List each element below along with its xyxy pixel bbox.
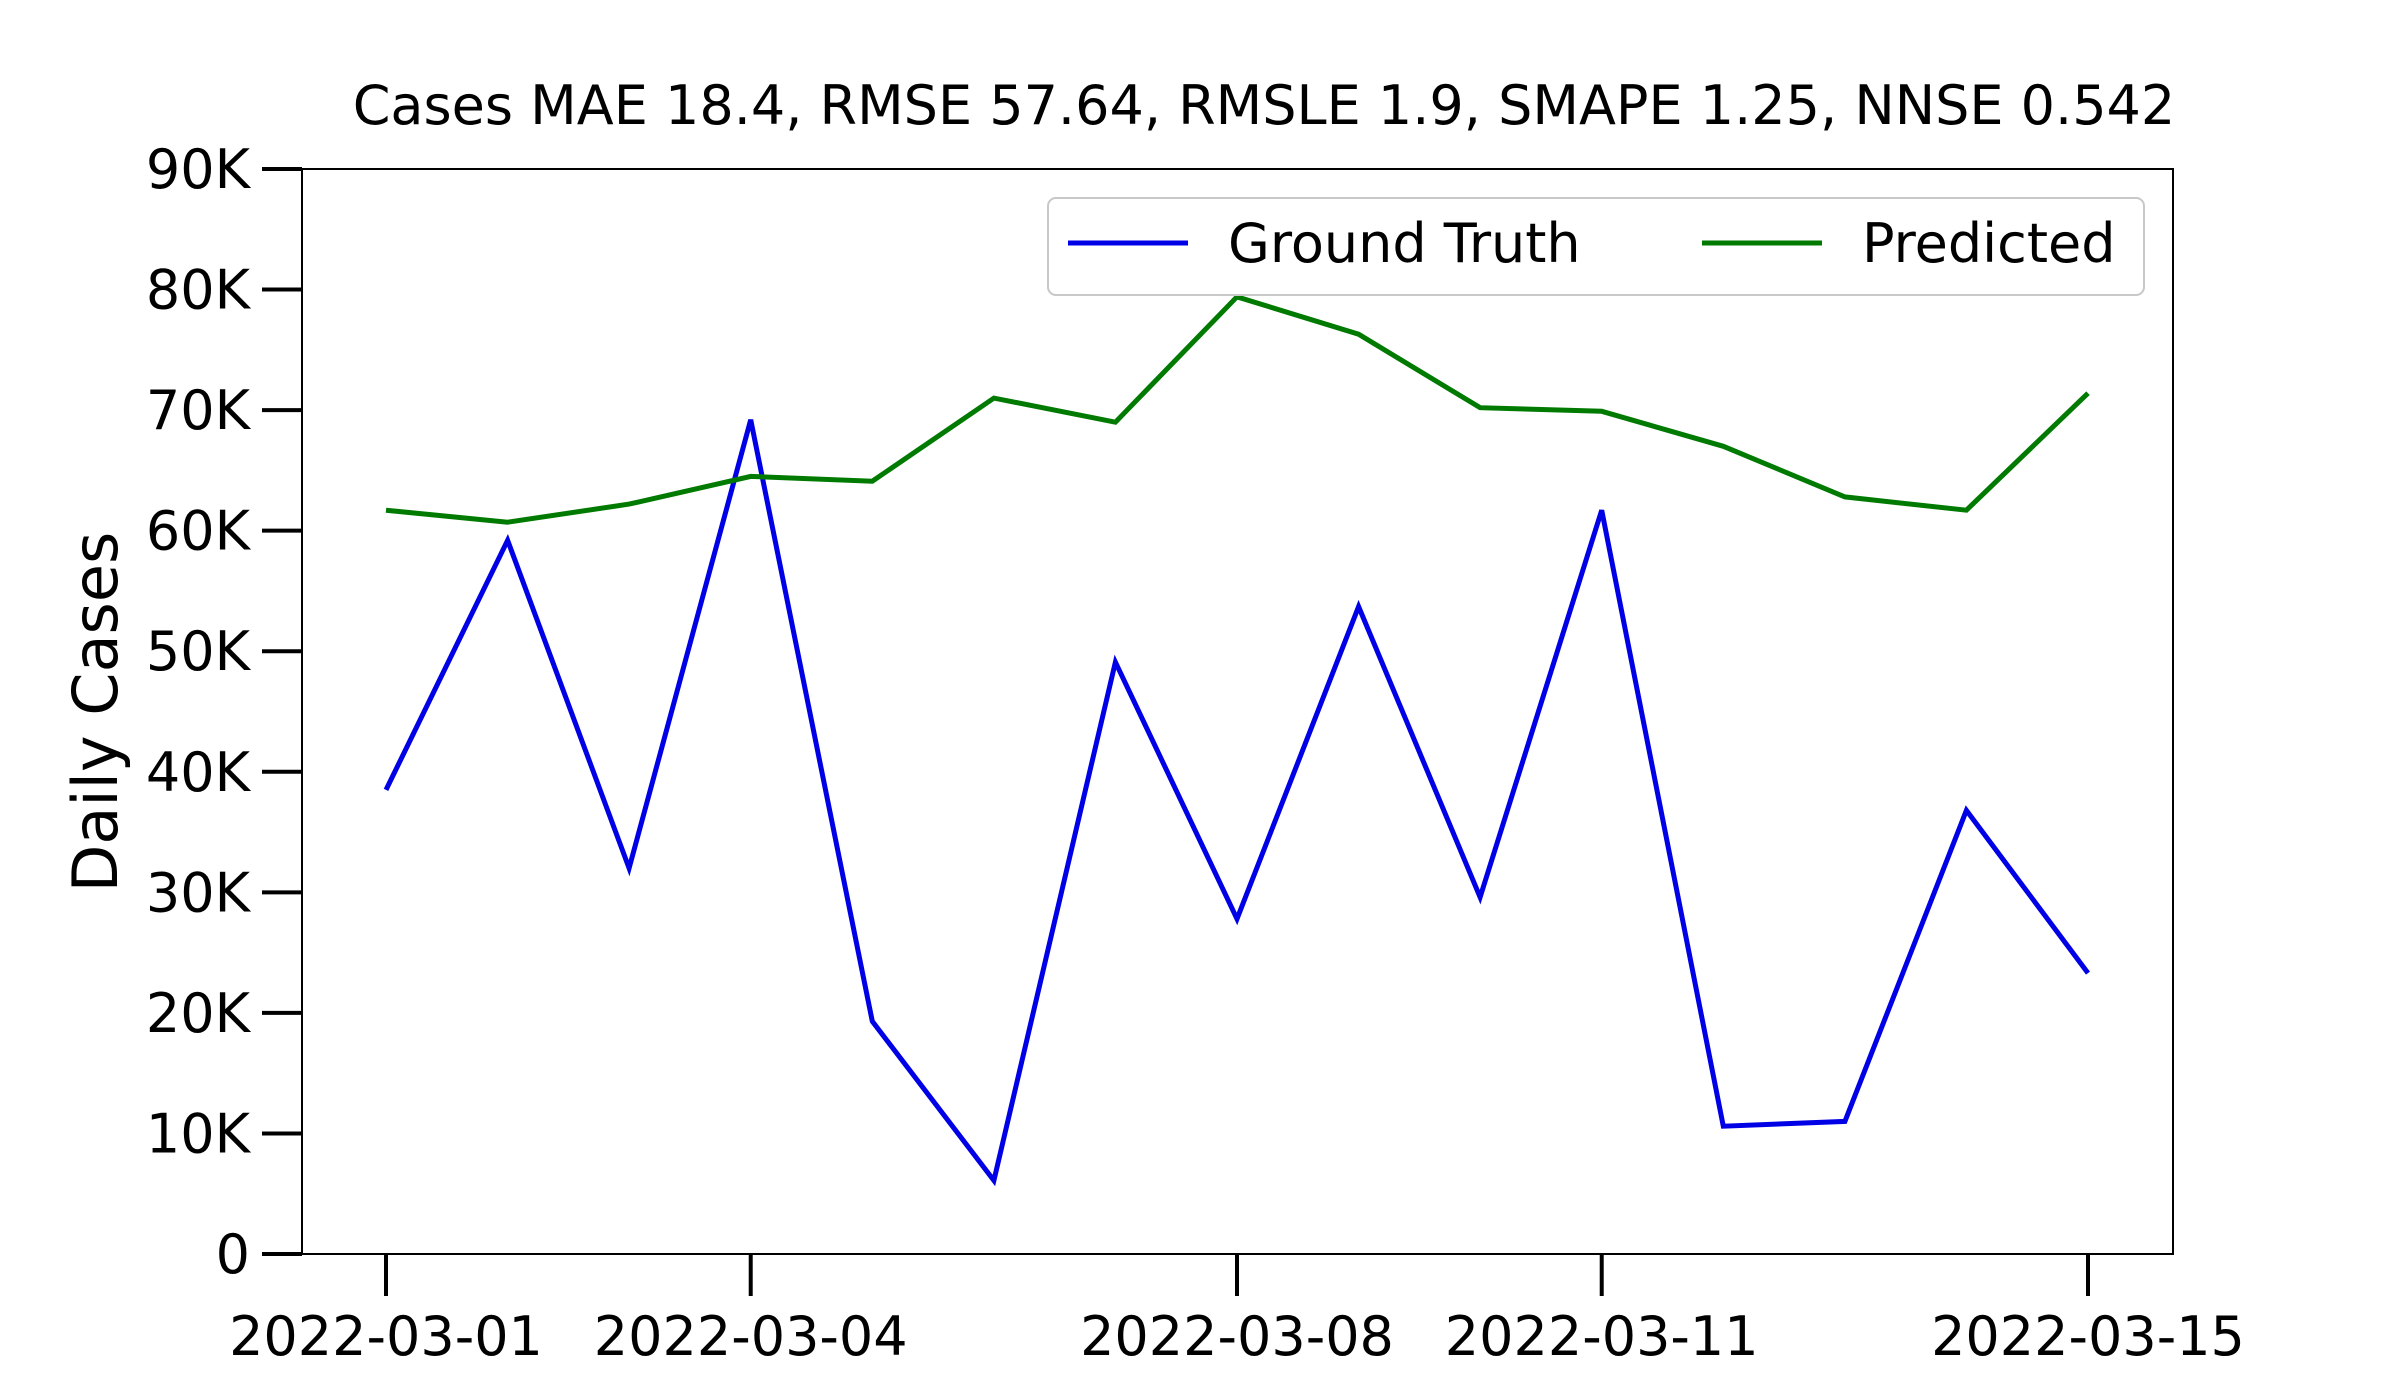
x-axis-ticks: 2022-03-01 2022-03-04 2022-03-08 2022-03-11… (229, 1254, 2245, 1368)
y-tick-label: 80K (146, 259, 252, 322)
y-tick-label: 40K (146, 741, 252, 804)
x-tick-label: 2022-03-15 (1931, 1305, 2245, 1368)
legend: Ground Truth Predicted (1047, 197, 2145, 296)
series-layer (383, 293, 2091, 1187)
y-tick-label: 60K (146, 500, 252, 563)
y-tick-label: 0 (216, 1223, 250, 1286)
x-tick-label: 2022-03-08 (1080, 1305, 1394, 1368)
legend-box (1047, 197, 2145, 296)
y-axis-ticks: 0 10K 20K 30K 40K 50K 60K 70K 80K 90K (146, 138, 302, 1286)
y-tick-label: 70K (146, 379, 252, 442)
series-line-ground-truth (383, 419, 2091, 1187)
series-line-predicted (385, 293, 2090, 525)
legend-label-predicted: Predicted (1862, 212, 2116, 275)
y-tick-label: 50K (146, 620, 252, 683)
y-tick-label: 20K (146, 982, 252, 1045)
x-tick-label: 2022-03-04 (594, 1305, 908, 1368)
legend-label-ground-truth: Ground Truth (1228, 212, 1581, 275)
y-axis-label: Daily Cases (59, 532, 132, 893)
x-tick-label: 2022-03-01 (229, 1305, 543, 1368)
y-tick-label: 90K (146, 138, 252, 201)
x-tick-label: 2022-03-11 (1445, 1305, 1759, 1368)
y-tick-label: 10K (146, 1102, 252, 1165)
y-tick-label: 30K (146, 861, 252, 924)
chart-title: Cases MAE 18.4, RMSE 57.64, RMSLE 1.9, S… (353, 74, 2176, 137)
